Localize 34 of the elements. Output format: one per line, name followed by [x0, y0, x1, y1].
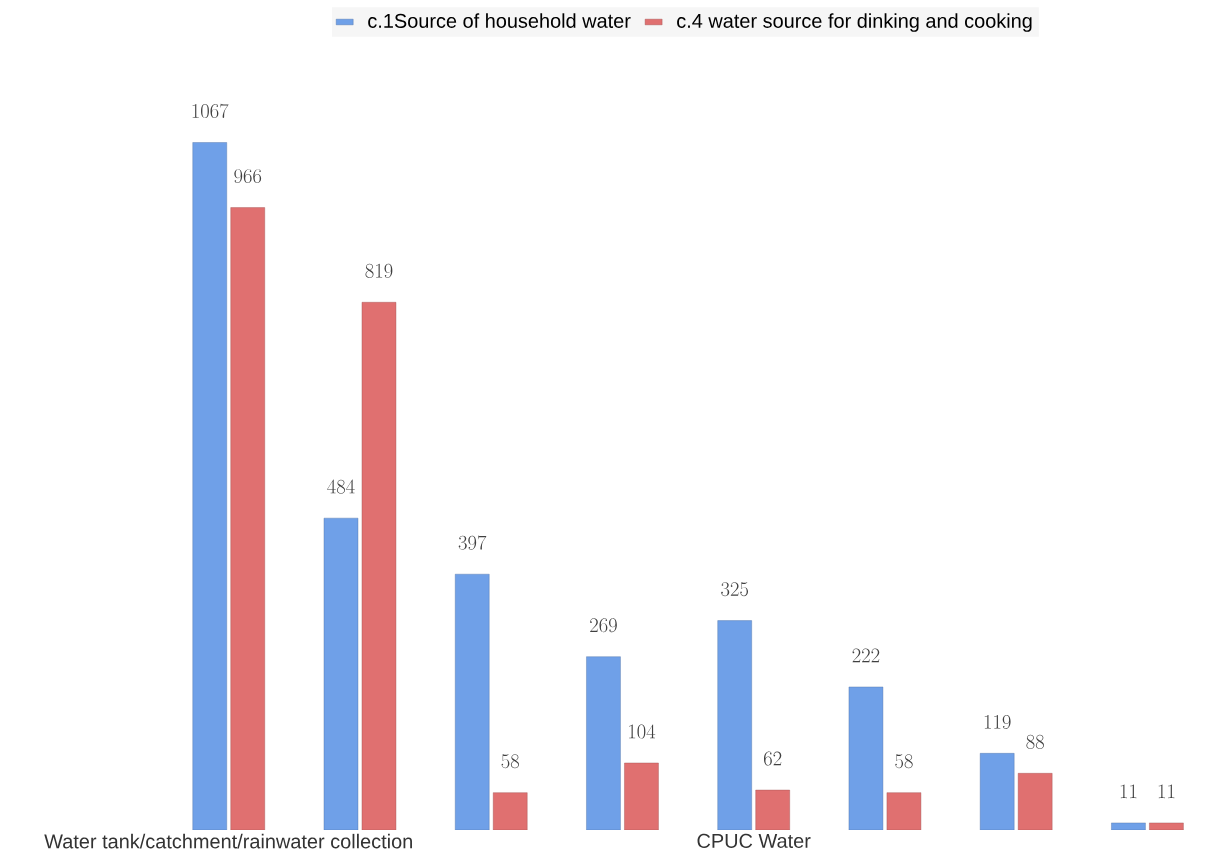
legend-label: c.4 water source for dinking and cooking [677, 13, 1032, 32]
data-label: 397 [458, 535, 487, 550]
data-label: 819 [365, 263, 393, 278]
data-label: 11 [1120, 784, 1137, 799]
bar [1017, 773, 1053, 830]
bar [624, 762, 659, 830]
data-label: 58 [895, 754, 913, 769]
data-label: 104 [629, 724, 656, 739]
data-label: 58 [501, 754, 519, 769]
bar [230, 207, 265, 830]
data-label: 222 [852, 648, 880, 663]
data-label: 325 [721, 582, 749, 597]
bar [455, 574, 490, 830]
bar [886, 792, 922, 830]
bar [848, 686, 884, 830]
bar [717, 620, 752, 830]
bar [192, 142, 227, 830]
data-label: 62 [764, 751, 782, 766]
bar [493, 792, 528, 830]
bar [586, 656, 621, 830]
data-label: 88 [1026, 734, 1044, 749]
x-tick-label: CPUC Water [697, 833, 811, 848]
bar [323, 517, 359, 830]
bar [979, 753, 1015, 830]
bar [361, 302, 397, 830]
data-label: 1067 [192, 103, 229, 119]
data-label: 119 [984, 714, 1011, 729]
data-label: 966 [234, 169, 262, 184]
data-label: 269 [590, 618, 617, 633]
data-label: 11 [1158, 784, 1175, 799]
legend-label: c.1Source of household water [368, 13, 631, 28]
data-label: 484 [327, 479, 355, 494]
x-tick-label: Water tank/catchment/rainwater collection [44, 833, 412, 849]
bar [755, 789, 790, 830]
